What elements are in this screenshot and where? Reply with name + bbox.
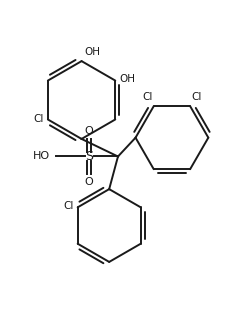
Text: Cl: Cl xyxy=(34,115,44,125)
Text: Cl: Cl xyxy=(63,201,74,211)
Text: HO: HO xyxy=(33,151,50,162)
Text: Cl: Cl xyxy=(142,92,152,102)
Text: OH: OH xyxy=(84,47,100,57)
Text: O: O xyxy=(84,177,93,187)
Text: OH: OH xyxy=(118,74,134,84)
Text: S: S xyxy=(85,150,93,163)
Text: Cl: Cl xyxy=(190,92,201,102)
Text: O: O xyxy=(84,126,93,136)
